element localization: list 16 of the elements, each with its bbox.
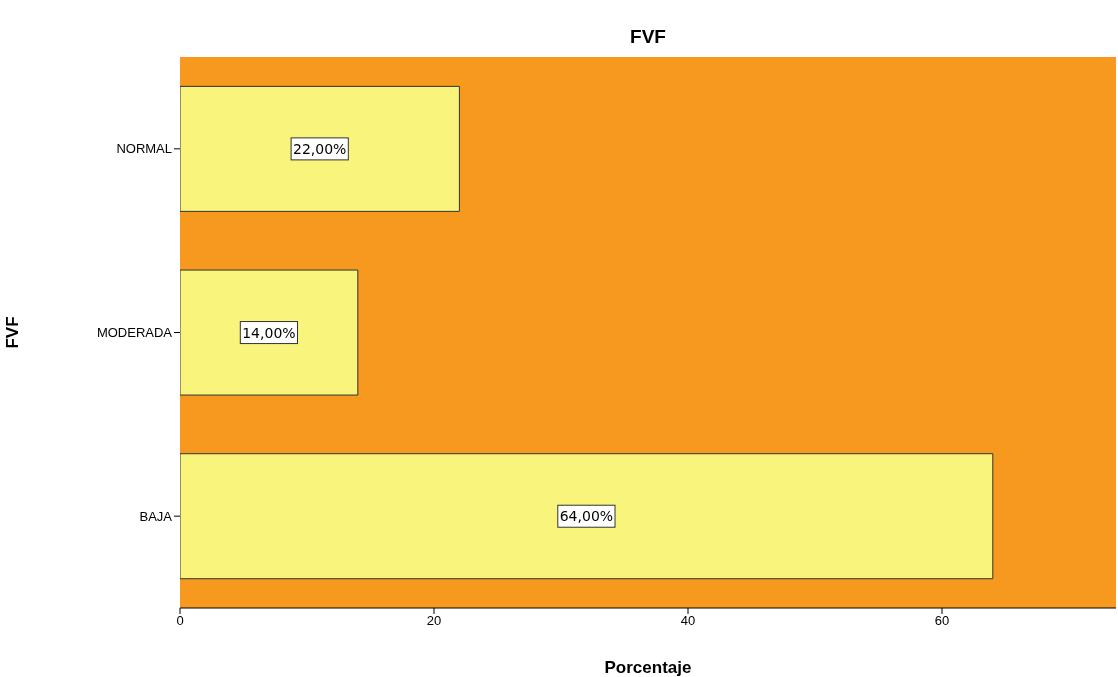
chart-title: FVF xyxy=(629,26,667,48)
y-tick-label: MODERADA xyxy=(96,325,173,341)
x-axis-title: Porcentaje xyxy=(604,658,692,677)
y-tick-label: BAJA xyxy=(139,508,173,524)
bar xyxy=(180,453,994,580)
data-label: 22,00% xyxy=(293,140,347,157)
x-tick-label: 40 xyxy=(680,613,696,629)
y-tick-label: NORMAL xyxy=(116,141,172,157)
x-tick-label: 60 xyxy=(934,613,950,629)
bar xyxy=(180,85,460,212)
y-axis-title: FVF xyxy=(3,316,23,349)
data-label: 14,00% xyxy=(242,324,296,341)
bar xyxy=(180,269,359,396)
x-tick-label: 20 xyxy=(426,613,442,629)
data-label: 64,00% xyxy=(559,508,614,525)
x-tick-label: 0 xyxy=(176,613,184,629)
